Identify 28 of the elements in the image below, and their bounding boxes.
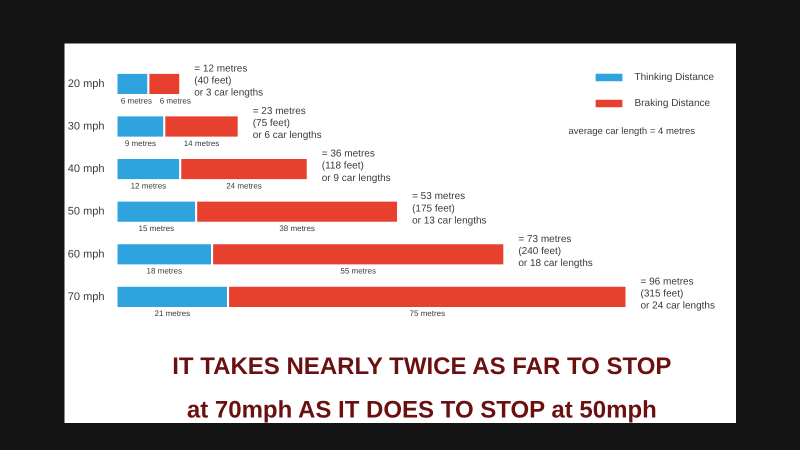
data-label: 14 metres	[184, 138, 220, 148]
data-label: 75 metres	[409, 309, 446, 318]
legend-label: Thinking Distance	[634, 72, 714, 82]
y-tick-label: 40 mph	[68, 163, 105, 176]
total-label: = 12 metres (40 feet) or 3 car lengths	[194, 63, 264, 99]
data-label: 55 metres	[340, 266, 376, 276]
data-label: 12 metres	[130, 181, 166, 190]
total-label: = 23 metres (75 feet) or 6 car lengths	[252, 106, 322, 142]
data-label: 15 metres	[138, 224, 174, 234]
annotation: average car length = 4 metres	[568, 126, 696, 138]
data-label: 38 metres	[279, 224, 315, 234]
y-tick-label: 70 mph	[68, 290, 105, 303]
data-label: 21 metres	[154, 309, 190, 318]
data-label: 18 metres	[146, 266, 182, 276]
legend-label: Braking Distance	[634, 98, 710, 108]
total-label: = 96 metres (315 feet) or 24 car lengths	[640, 276, 715, 312]
data-label: 9 metres	[124, 138, 156, 148]
y-tick-label: 50 mph	[68, 206, 105, 218]
y-tick-label: 60 mph	[68, 248, 105, 260]
y-tick-label: 20 mph	[68, 78, 105, 90]
data-label: 24 metres	[226, 181, 262, 190]
data-label: 6 metres	[120, 96, 152, 106]
text: IT TAKES NEARLY TWICE AS FAR TO STOP at 70mph AS IT DOES TO STOP at 50mph	[172, 353, 672, 424]
total-label: = 36 metres (118 feet) or 9 car lengths	[322, 148, 391, 184]
total-label: = 53 metres (175 feet) or 13 car lengths	[412, 191, 487, 226]
total-label: = 73 metres (240 feet) or 18 car lengths	[518, 234, 593, 270]
data-label: 6 metres	[160, 96, 191, 106]
y-tick-label: 30 mph	[68, 120, 105, 133]
